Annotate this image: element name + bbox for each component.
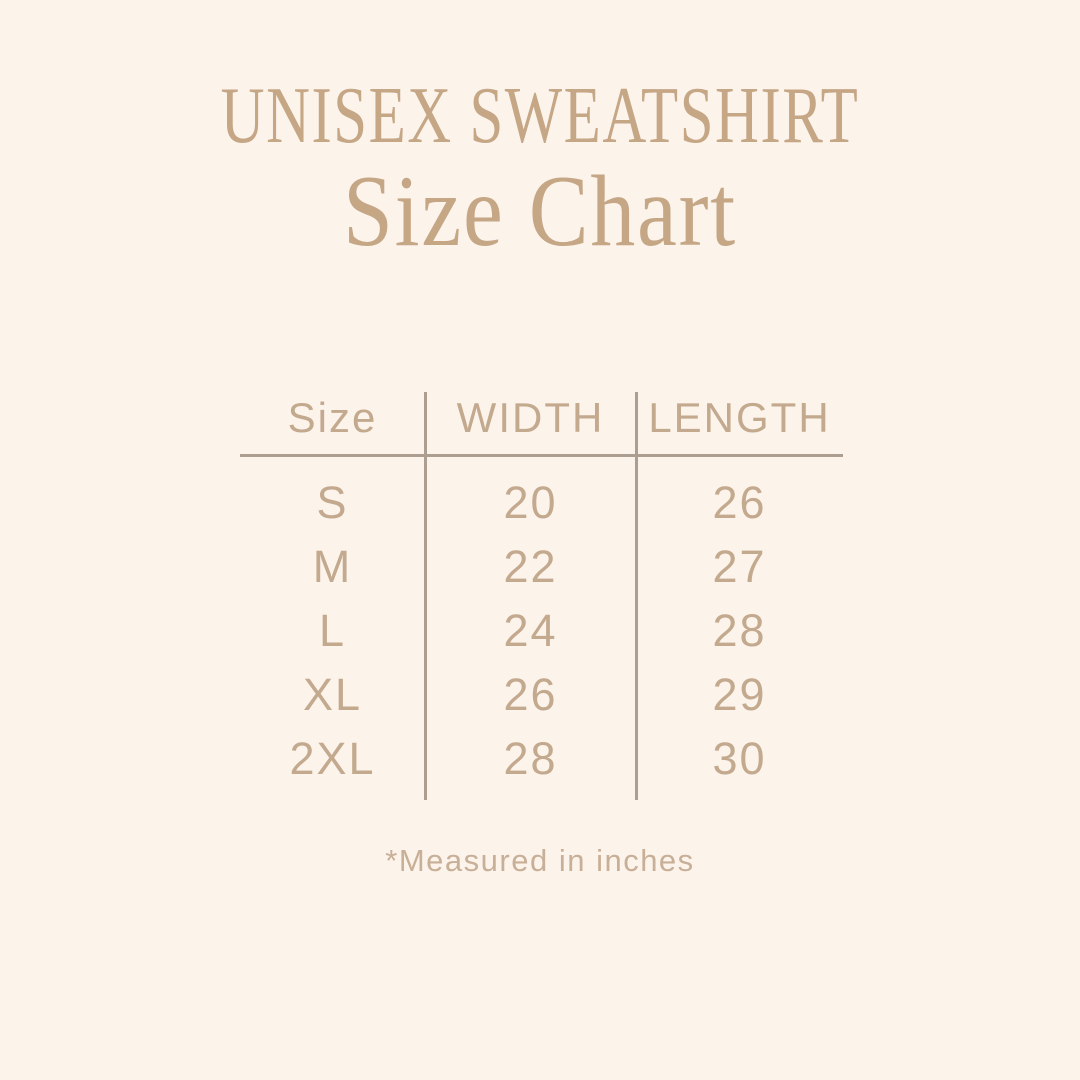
size-table: Size WIDTH LENGTH S 20 26 M 22 27 L 24 2…	[240, 385, 843, 800]
product-line-title: UNISEX SWEATSHIRT	[220, 72, 860, 160]
column-header-size: Size	[287, 394, 378, 441]
column-divider-line-2	[635, 392, 638, 800]
cell-size: XL	[302, 669, 363, 720]
cell-length: 29	[712, 669, 767, 720]
table-row-l: L 24 28	[240, 599, 843, 663]
cell-length: 26	[712, 477, 767, 528]
table-body: S 20 26 M 22 27 L 24 28 XL 26 29 2XL	[240, 471, 843, 791]
table-header-row: Size WIDTH LENGTH	[240, 385, 843, 451]
cell-size: M	[312, 541, 353, 592]
cell-length: 28	[712, 605, 767, 656]
column-header-width: WIDTH	[456, 394, 605, 441]
table-row-m: M 22 27	[240, 535, 843, 599]
cell-size: S	[316, 477, 349, 528]
table-row-xl: XL 26 29	[240, 663, 843, 727]
cell-width: 22	[503, 541, 558, 592]
table-row-2xl: 2XL 28 30	[240, 727, 843, 791]
column-divider-line-1	[424, 392, 427, 800]
cell-width: 20	[503, 477, 558, 528]
table-row-s: S 20 26	[240, 471, 843, 535]
cell-size: L	[318, 605, 347, 656]
cell-size: 2XL	[289, 733, 376, 784]
cell-width: 28	[503, 733, 558, 784]
page-title: Size Chart	[342, 155, 737, 268]
cell-length: 27	[712, 541, 767, 592]
column-header-length: LENGTH	[648, 394, 831, 441]
measurement-footnote: *Measured in inches	[385, 843, 695, 878]
cell-length: 30	[712, 733, 767, 784]
cell-width: 26	[503, 669, 558, 720]
cell-width: 24	[503, 605, 558, 656]
header-divider-line	[240, 454, 843, 457]
